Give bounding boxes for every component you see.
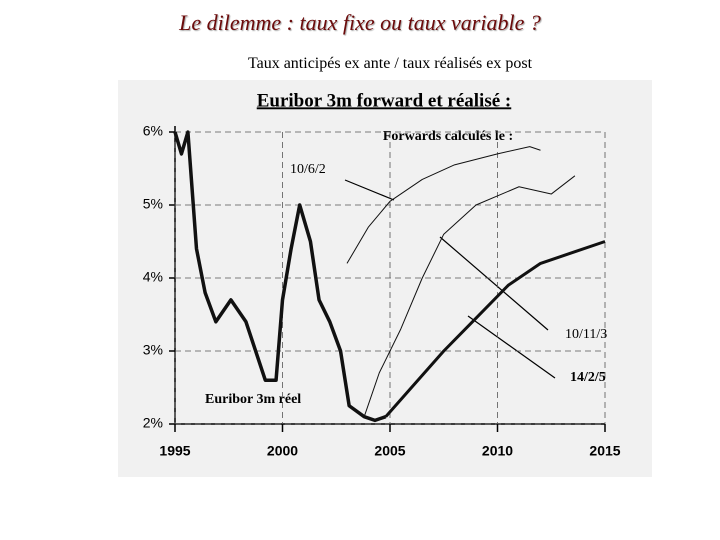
- x-tick-label: 1995: [159, 443, 190, 459]
- series-label: 10/11/3: [565, 327, 607, 342]
- y-tick-label: 5%: [143, 196, 163, 212]
- series-line: [363, 175, 576, 417]
- slide-title: Le dilemme : taux fixe ou taux variable …: [179, 10, 541, 35]
- annotation: Forwards calculés le :: [383, 129, 513, 144]
- x-tick-label: 2015: [589, 443, 620, 459]
- y-tick-label: 6%: [143, 123, 163, 139]
- series-label: 10/6/2: [290, 162, 326, 177]
- arrow: [344, 179, 395, 201]
- series-label: Euribor 3m réel: [205, 392, 301, 407]
- arrow: [439, 236, 549, 331]
- arrow: [467, 315, 556, 379]
- y-tick-label: 3%: [143, 342, 163, 358]
- series-label: 14/2/5: [570, 370, 606, 385]
- series-line: [384, 240, 606, 418]
- series-line: [346, 146, 541, 264]
- x-tick-label: 2005: [374, 443, 405, 459]
- y-tick-label: 2%: [143, 415, 163, 431]
- y-tick-label: 4%: [143, 269, 163, 285]
- x-tick-label: 2010: [482, 443, 513, 459]
- x-tick-label: 2000: [267, 443, 298, 459]
- chart-title: Euribor 3m forward et réalisé :: [257, 90, 512, 111]
- scan-background: [118, 80, 652, 477]
- series-line: [173, 130, 387, 423]
- slide-subtitle: Taux anticipés ex ante / taux réalisés e…: [247, 55, 533, 72]
